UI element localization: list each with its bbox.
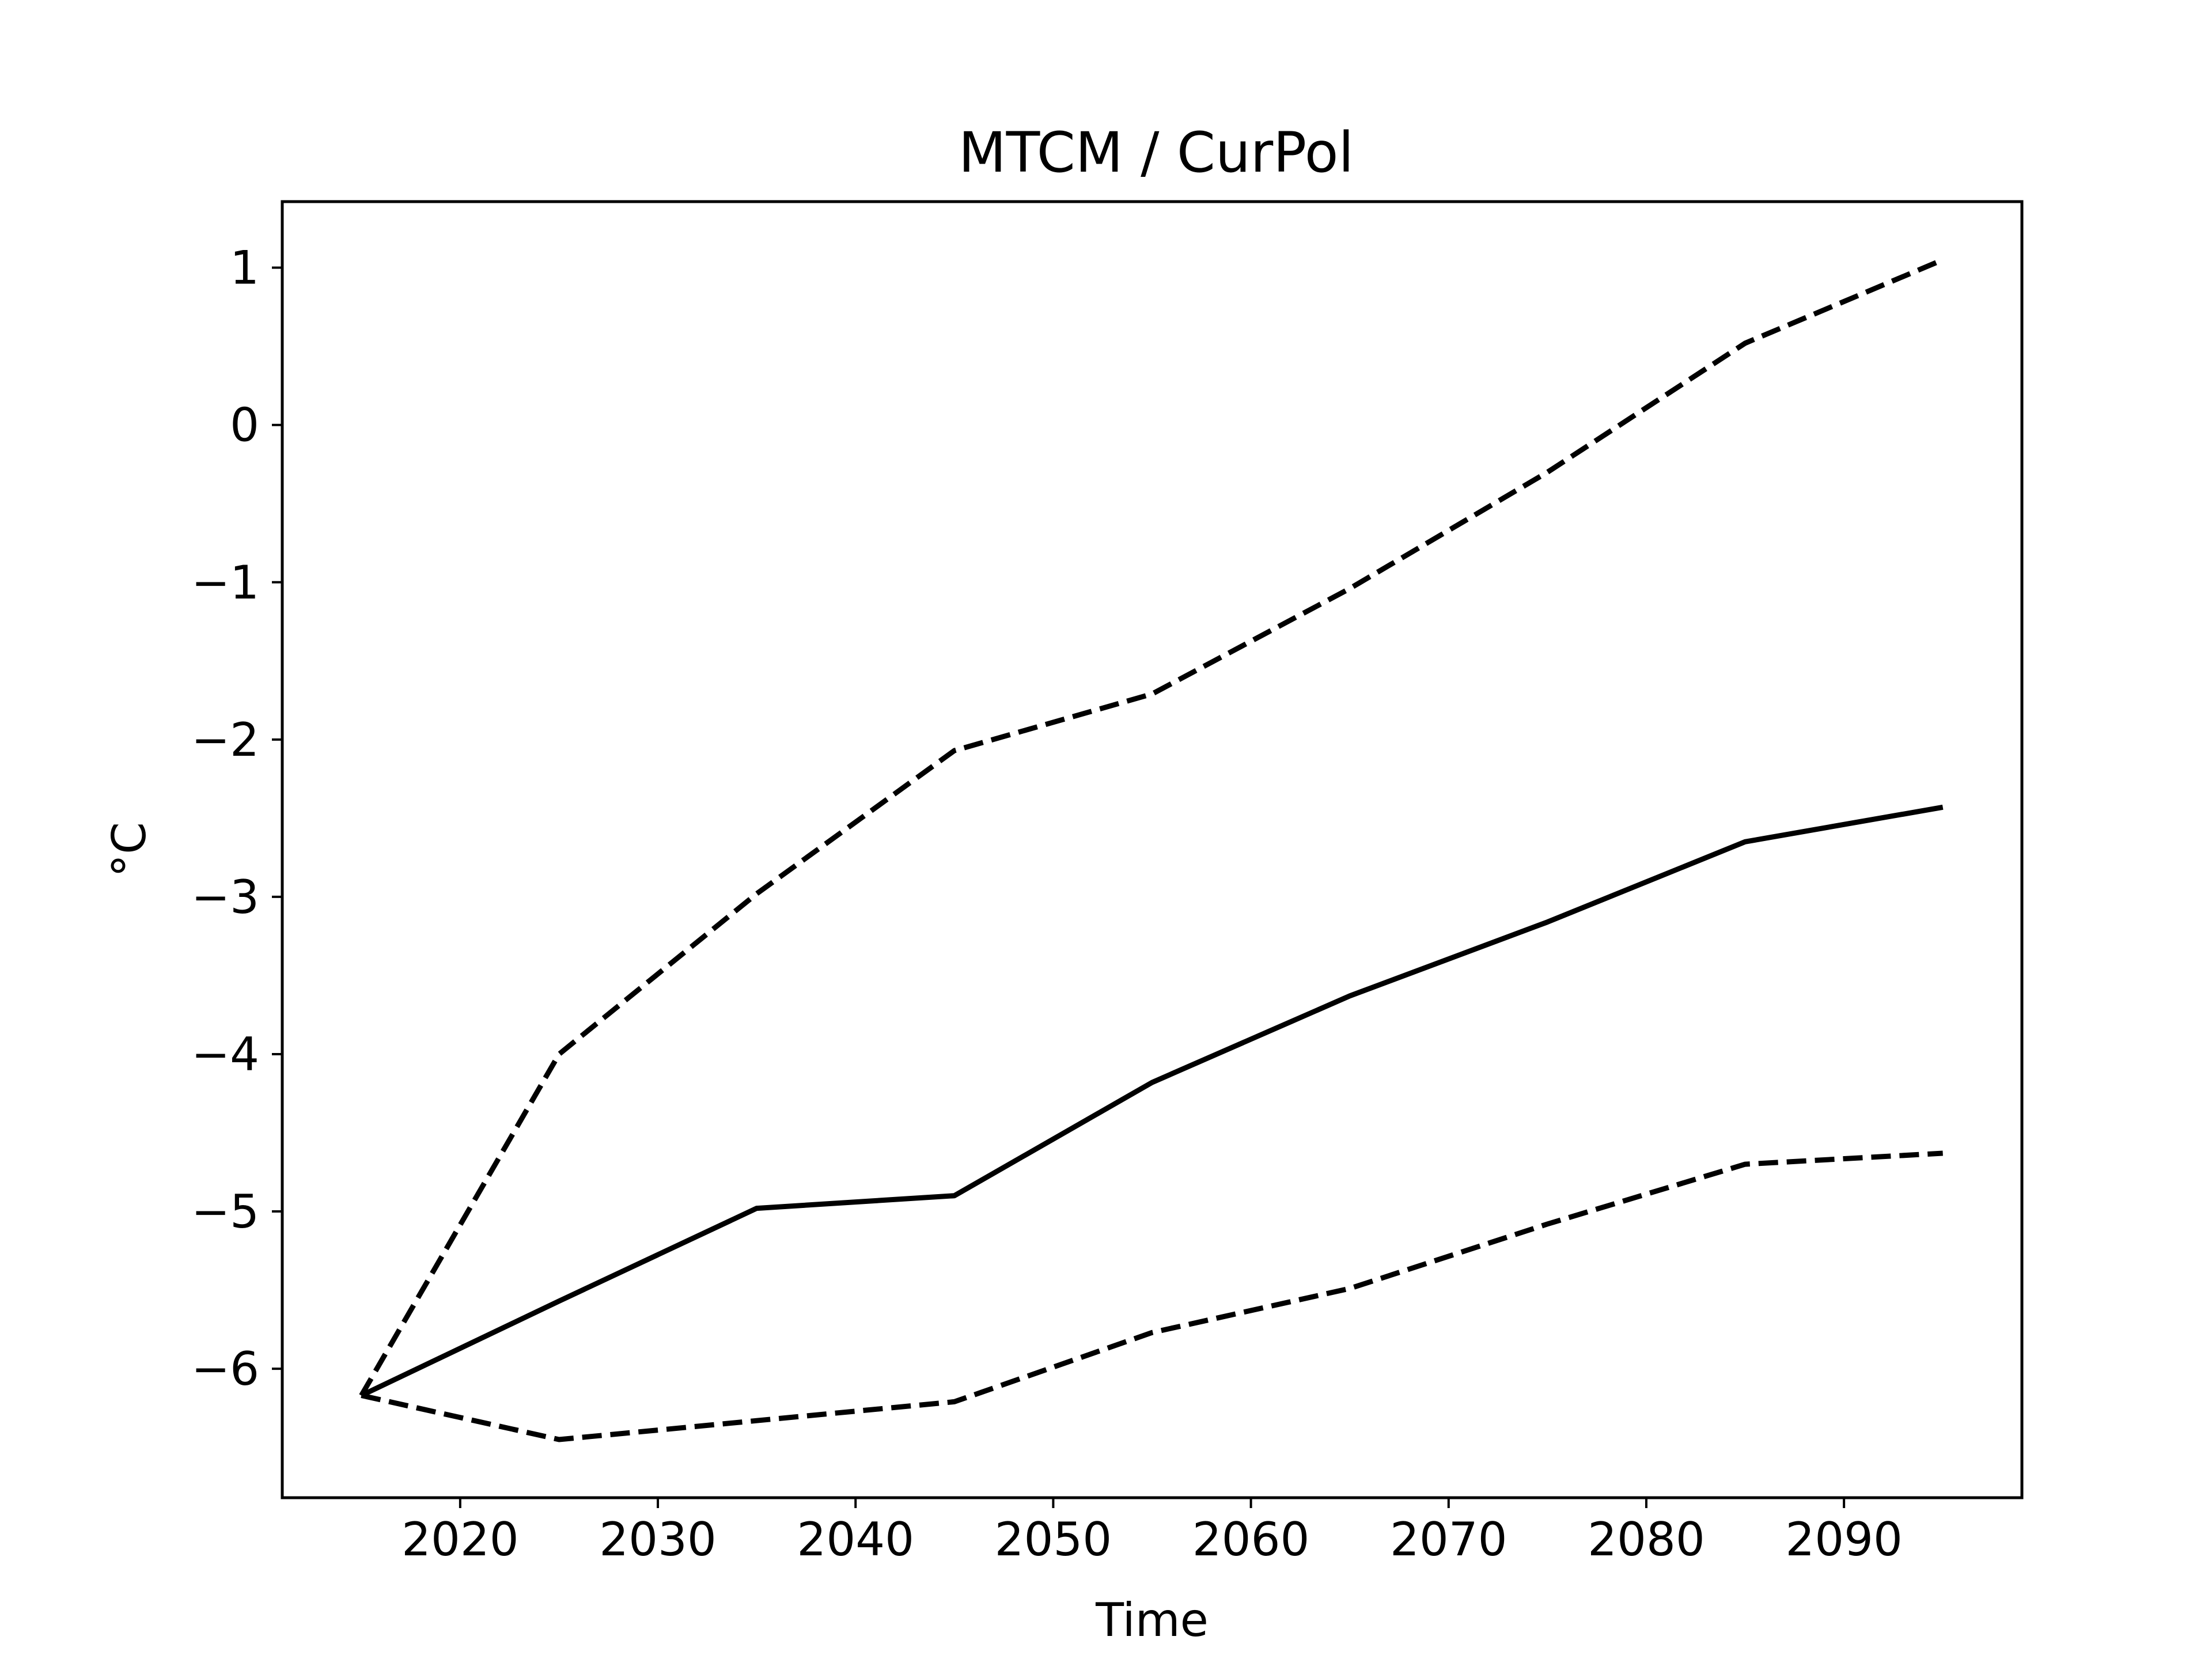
x-tick-label: 2030 bbox=[599, 1513, 717, 1566]
series-line-3 bbox=[361, 1150, 1943, 1442]
x-tick-label: 2080 bbox=[1588, 1513, 1705, 1566]
chart-title: MTCM / CurPol bbox=[959, 120, 1354, 185]
y-tick-label: −3 bbox=[191, 870, 259, 924]
y-axis: 1 0 −1 −2 −3 −4 −5 −6 bbox=[191, 241, 282, 1396]
x-tick-label: 2090 bbox=[1785, 1513, 1903, 1566]
y-tick-label: 1 bbox=[230, 241, 259, 295]
y-tick-label: −4 bbox=[191, 1028, 259, 1081]
axes-frame bbox=[281, 200, 2024, 1499]
x-tick-label: 2040 bbox=[797, 1513, 914, 1566]
x-tick-label: 2070 bbox=[1390, 1513, 1508, 1566]
series-line-2 bbox=[359, 257, 1944, 1397]
y-tick-label: −5 bbox=[191, 1185, 259, 1238]
x-tick-label: 2050 bbox=[995, 1513, 1112, 1566]
x-axis: 2020 2030 2040 2050 2060 2070 2080 2090 bbox=[402, 1498, 1903, 1566]
x-tick-label: 2020 bbox=[402, 1513, 519, 1566]
plot-lines bbox=[359, 257, 1944, 1442]
series-line-1 bbox=[360, 804, 1944, 1398]
y-axis-label: °C bbox=[103, 822, 156, 877]
y-tick-label: −6 bbox=[191, 1342, 259, 1396]
y-tick-label: −2 bbox=[191, 713, 259, 767]
y-tick-label: −1 bbox=[191, 556, 259, 609]
x-tick-label: 2060 bbox=[1192, 1513, 1310, 1566]
x-axis-label: Time bbox=[1095, 1593, 1209, 1647]
y-tick-label: 0 bbox=[230, 399, 259, 452]
